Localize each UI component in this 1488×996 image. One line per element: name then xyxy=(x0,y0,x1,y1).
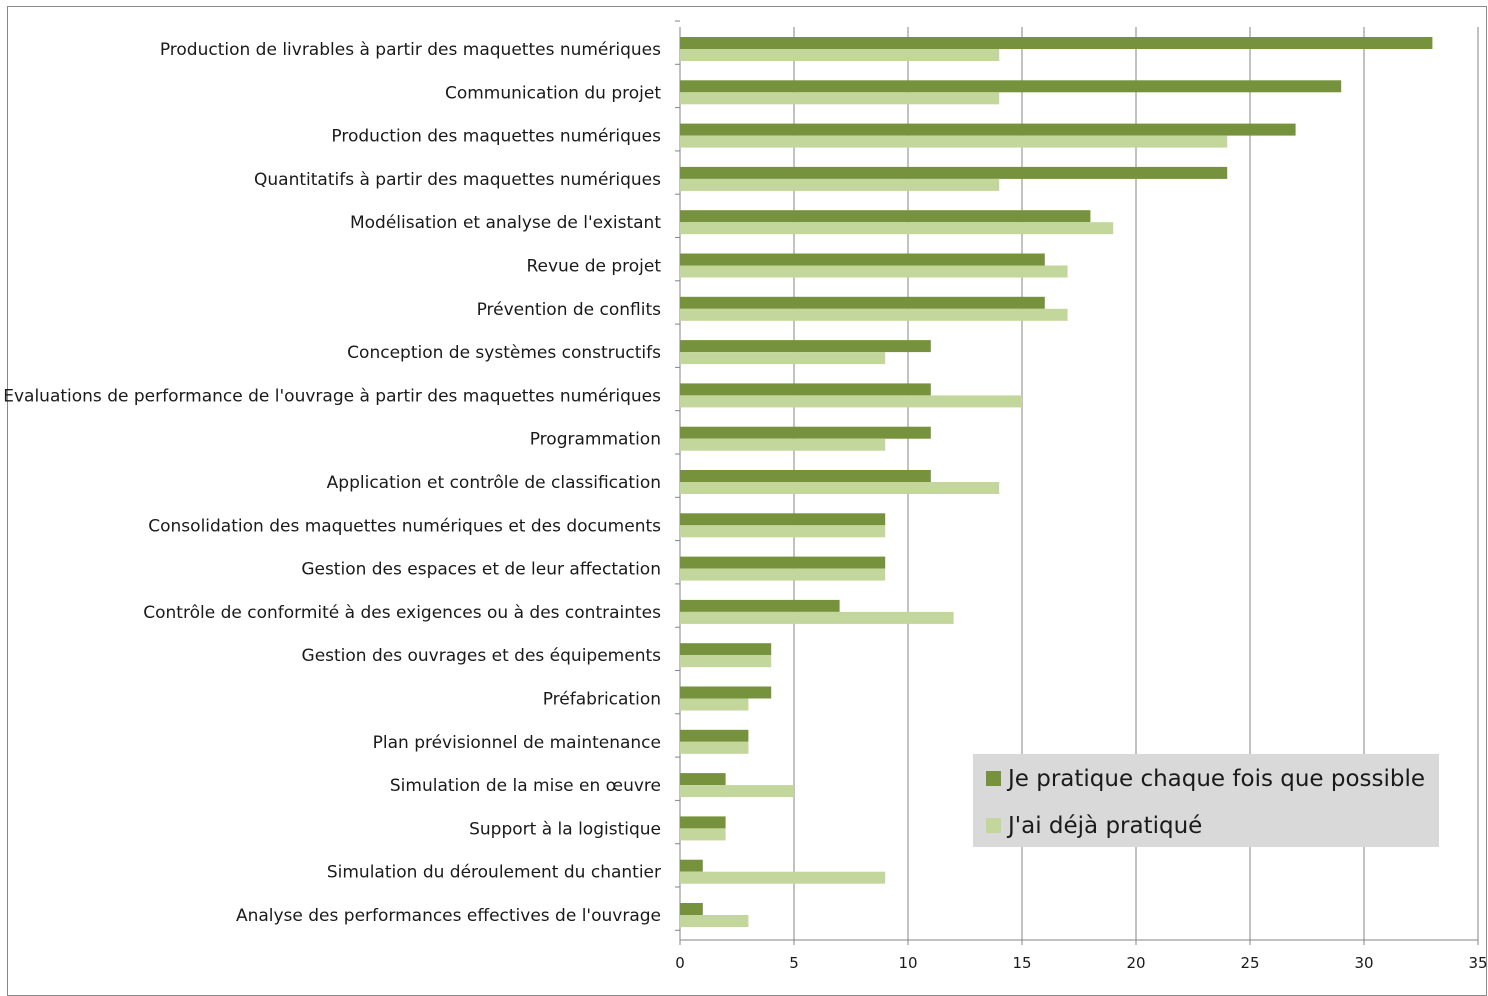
bar xyxy=(680,828,726,841)
legend-label: J'ai déjà pratiqué xyxy=(1006,813,1202,839)
x-tick-label: 10 xyxy=(898,954,917,972)
bar xyxy=(680,222,1114,235)
bar xyxy=(680,915,749,927)
bar xyxy=(680,123,1296,136)
bar xyxy=(680,513,886,526)
legend-box xyxy=(973,754,1439,847)
bar xyxy=(680,698,749,711)
category-label: Gestion des espaces et de leur affectati… xyxy=(301,560,661,580)
bar xyxy=(680,37,1433,49)
bar xyxy=(680,556,886,569)
x-tick-label: 0 xyxy=(675,954,685,972)
category-label: Contrôle de conformité à des exigences o… xyxy=(143,603,661,623)
bar xyxy=(680,525,886,538)
bar xyxy=(680,178,1000,191)
bar xyxy=(680,773,726,786)
category-label: Gestion des ouvrages et des équipements xyxy=(302,646,662,666)
bar xyxy=(680,785,794,798)
bar xyxy=(680,686,772,699)
bar xyxy=(680,395,1022,408)
category-label: Prévention de conflits xyxy=(477,300,662,320)
category-label: Application et contrôle de classificatio… xyxy=(327,473,661,493)
bar xyxy=(680,470,931,482)
bar xyxy=(680,210,1091,223)
bar xyxy=(680,49,1000,61)
bar xyxy=(680,729,749,742)
legend-swatch xyxy=(986,818,1001,833)
bar xyxy=(680,352,886,365)
bar xyxy=(680,816,726,829)
x-tick-label: 35 xyxy=(1468,954,1487,972)
category-label: Préfabrication xyxy=(543,690,661,710)
bar xyxy=(680,308,1068,321)
bar xyxy=(680,253,1045,266)
bar xyxy=(680,741,749,754)
bar xyxy=(680,611,954,624)
category-label: Revue de projet xyxy=(526,257,661,277)
bar xyxy=(680,568,886,581)
legend-swatch xyxy=(986,771,1001,786)
bar xyxy=(680,859,703,872)
category-label: Communication du projet xyxy=(445,83,661,103)
x-tick-label: 20 xyxy=(1126,954,1145,972)
category-label: Consolidation des maquettes numériques e… xyxy=(148,516,661,536)
category-label: Programmation xyxy=(530,430,661,450)
bar xyxy=(680,92,1000,105)
bar xyxy=(680,340,931,353)
category-label: Modélisation et analyse de l'existant xyxy=(350,213,661,233)
x-tick-label: 30 xyxy=(1354,954,1373,972)
category-label: Analyse des performances effectives de l… xyxy=(236,906,661,926)
category-label: Production des maquettes numériques xyxy=(331,127,661,147)
x-tick-label: 15 xyxy=(1012,954,1031,972)
bar xyxy=(680,643,772,656)
x-tick-label: 5 xyxy=(789,954,799,972)
category-label: Simulation de la mise en œuvre xyxy=(390,776,661,796)
bar xyxy=(680,438,886,451)
bar xyxy=(680,383,931,396)
bar xyxy=(680,135,1228,148)
category-label: Production de livrables à partir des maq… xyxy=(160,40,661,60)
bar xyxy=(680,903,703,915)
category-label: Simulation du déroulement du chantier xyxy=(327,863,661,883)
category-label: Plan prévisionnel de maintenance xyxy=(373,733,661,753)
category-label: Evaluations de performance de l'ouvrage … xyxy=(3,386,661,406)
bar xyxy=(680,166,1228,179)
bar xyxy=(680,426,931,439)
bar xyxy=(680,655,772,668)
bar xyxy=(680,80,1342,93)
legend-label: Je pratique chaque fois que possible xyxy=(1006,766,1425,792)
bar xyxy=(680,296,1045,309)
category-label: Conception de systèmes constructifs xyxy=(347,343,661,363)
bar xyxy=(680,482,1000,494)
category-label: Quantitatifs à partir des maquettes numé… xyxy=(254,170,661,190)
category-label: Support à la logistique xyxy=(469,819,661,839)
bar xyxy=(680,599,840,612)
bar xyxy=(680,265,1068,278)
bar xyxy=(680,871,886,884)
x-tick-label: 25 xyxy=(1240,954,1259,972)
